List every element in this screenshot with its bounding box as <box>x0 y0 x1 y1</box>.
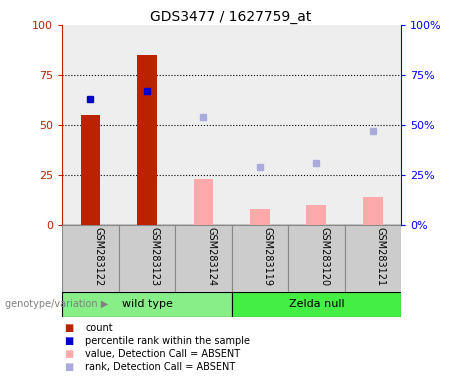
Bar <box>288 225 344 292</box>
Bar <box>62 292 231 317</box>
Bar <box>118 25 175 225</box>
Text: rank, Detection Call = ABSENT: rank, Detection Call = ABSENT <box>85 362 236 372</box>
Text: GSM283123: GSM283123 <box>150 227 160 286</box>
Text: genotype/variation ▶: genotype/variation ▶ <box>5 299 108 310</box>
Bar <box>344 25 401 225</box>
Bar <box>175 225 231 292</box>
Text: GSM283121: GSM283121 <box>376 227 386 286</box>
Bar <box>231 25 288 225</box>
Bar <box>175 25 231 225</box>
Text: Zelda null: Zelda null <box>289 299 344 310</box>
Text: GSM283119: GSM283119 <box>263 227 273 286</box>
Text: GDS3477 / 1627759_at: GDS3477 / 1627759_at <box>150 10 311 23</box>
Bar <box>62 25 118 225</box>
Text: ■: ■ <box>65 336 74 346</box>
Bar <box>307 205 326 225</box>
Text: count: count <box>85 323 113 333</box>
Text: GSM283120: GSM283120 <box>319 227 329 286</box>
Bar <box>194 179 213 225</box>
Bar <box>344 225 401 292</box>
Text: ■: ■ <box>65 362 74 372</box>
Text: percentile rank within the sample: percentile rank within the sample <box>85 336 250 346</box>
Text: GSM283122: GSM283122 <box>93 227 103 286</box>
Bar <box>118 225 175 292</box>
Bar <box>231 225 288 292</box>
Bar <box>288 25 344 225</box>
Bar <box>231 292 401 317</box>
Bar <box>137 55 157 225</box>
Text: ■: ■ <box>65 323 74 333</box>
Text: value, Detection Call = ABSENT: value, Detection Call = ABSENT <box>85 349 240 359</box>
Text: wild type: wild type <box>122 299 172 310</box>
Text: ■: ■ <box>65 349 74 359</box>
Text: GSM283124: GSM283124 <box>206 227 216 286</box>
Bar <box>62 225 118 292</box>
Bar <box>250 209 270 225</box>
Bar <box>363 197 383 225</box>
Bar <box>81 115 100 225</box>
